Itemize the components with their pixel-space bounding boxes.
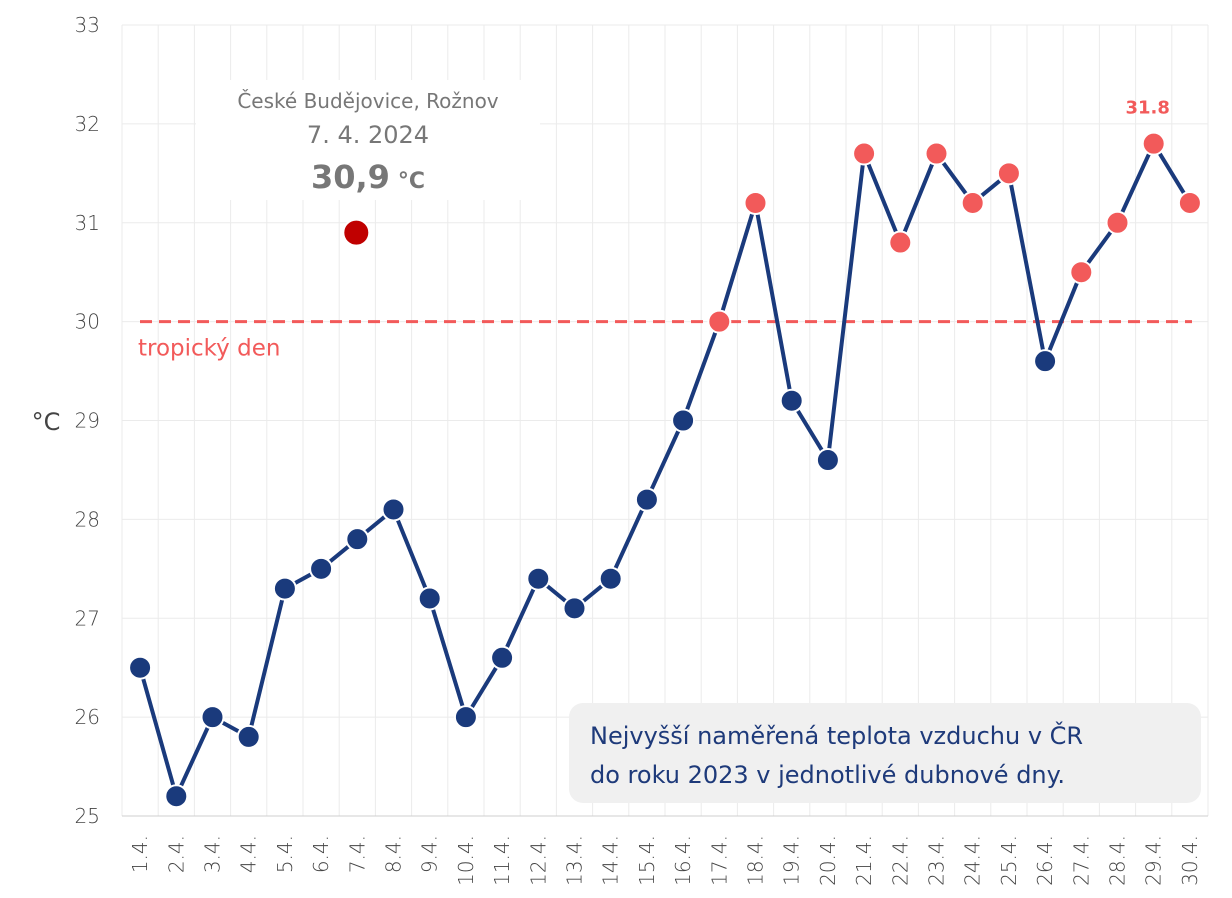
y-tick-label: 25 bbox=[75, 804, 100, 828]
data-point bbox=[888, 230, 913, 255]
highlight-point bbox=[342, 218, 371, 247]
y-tick-label: 30 bbox=[75, 310, 100, 334]
data-point bbox=[453, 705, 478, 730]
x-tick-label: 24.4. bbox=[961, 835, 985, 886]
x-tick-label: 7.4. bbox=[345, 835, 369, 873]
x-tick-label: 9.4. bbox=[418, 835, 442, 873]
tooltip-value: 30,9 °C bbox=[311, 158, 425, 196]
data-point bbox=[526, 566, 551, 591]
x-tick-label: 14.4. bbox=[599, 835, 623, 886]
data-point bbox=[128, 655, 153, 680]
data-point bbox=[417, 586, 442, 611]
y-axis-label: °C bbox=[32, 408, 61, 436]
y-tick-label: 33 bbox=[75, 13, 100, 37]
data-point bbox=[743, 190, 768, 215]
y-tick-label: 31 bbox=[75, 211, 100, 235]
x-tick-label: 19.4. bbox=[780, 835, 804, 886]
x-tick-label: 1.4. bbox=[128, 835, 152, 873]
x-tick-label: 18.4. bbox=[744, 835, 768, 886]
data-point bbox=[1105, 210, 1130, 235]
x-tick-label: 27.4. bbox=[1069, 835, 1093, 886]
data-point bbox=[924, 141, 949, 166]
tooltip-background bbox=[196, 80, 540, 200]
y-tick-label: 29 bbox=[75, 409, 100, 433]
data-point bbox=[671, 408, 696, 433]
tooltip-location: České Budějovice, Rožnov bbox=[237, 89, 498, 113]
data-point bbox=[779, 388, 804, 413]
annotation-line-2: do roku 2023 v jednotlivé dubnové dny. bbox=[590, 761, 1065, 789]
y-tick-label: 26 bbox=[75, 705, 100, 729]
data-point bbox=[960, 190, 985, 215]
data-point bbox=[1141, 131, 1166, 156]
series-points bbox=[128, 131, 1202, 809]
x-tick-label: 8.4. bbox=[382, 835, 406, 873]
data-point bbox=[164, 784, 189, 809]
x-tick-label: 22.4. bbox=[888, 835, 912, 886]
data-point bbox=[562, 596, 587, 621]
data-point bbox=[1033, 349, 1058, 374]
data-point bbox=[634, 487, 659, 512]
x-tick-label: 20.4. bbox=[816, 835, 840, 886]
x-tick-label: 5.4. bbox=[273, 835, 297, 873]
x-tick-label: 17.4. bbox=[707, 835, 731, 886]
data-point bbox=[345, 527, 370, 552]
annotation-background bbox=[569, 703, 1201, 803]
highlight-tooltip: České Budějovice, Rožnov 7. 4. 2024 30,9… bbox=[196, 80, 540, 200]
data-point bbox=[852, 141, 877, 166]
data-point bbox=[490, 645, 515, 670]
x-tick-label: 28.4. bbox=[1106, 835, 1130, 886]
tooltip-value-number: 30,9 bbox=[311, 158, 390, 196]
x-tick-label: 3.4. bbox=[201, 835, 225, 873]
y-tick-label: 27 bbox=[75, 606, 100, 630]
x-tick-label: 2.4. bbox=[164, 835, 188, 873]
max-value-label: 31.8 bbox=[1125, 98, 1169, 119]
x-tick-label: 11.4. bbox=[490, 835, 514, 886]
data-point bbox=[996, 161, 1021, 186]
annotation-box: Nejvyšší naměřená teplota vzduchu v ČR d… bbox=[569, 703, 1201, 803]
data-point bbox=[200, 705, 225, 730]
y-axis: 25 26 27 28 29 30 31 32 33 bbox=[75, 13, 100, 828]
x-tick-label: 29.4. bbox=[1142, 835, 1166, 886]
reference-line-label: tropický den bbox=[138, 336, 280, 362]
x-tick-label: 30.4. bbox=[1178, 835, 1202, 886]
data-point bbox=[309, 556, 334, 581]
data-point bbox=[1177, 190, 1202, 215]
y-tick-label: 32 bbox=[75, 112, 100, 136]
data-point bbox=[272, 576, 297, 601]
x-tick-label: 13.4. bbox=[563, 835, 587, 886]
tropical-day-line: tropický den bbox=[138, 320, 1192, 362]
x-tick-label: 26.4. bbox=[1033, 835, 1057, 886]
x-tick-label: 25.4. bbox=[997, 835, 1021, 886]
x-axis: 1.4. 2.4. 3.4. 4.4. 5.4. 6.4. 7.4. 8.4. 9.4. 10.4… bbox=[128, 835, 1202, 886]
x-tick-label: 12.4. bbox=[526, 835, 550, 886]
x-tick-label: 15.4. bbox=[635, 835, 659, 886]
x-tick-label: 21.4. bbox=[852, 835, 876, 886]
x-tick-label: 4.4. bbox=[237, 835, 261, 873]
annotation-line-1: Nejvyšší naměřená teplota vzduchu v ČR bbox=[590, 720, 1083, 750]
y-tick-label: 28 bbox=[75, 507, 100, 531]
x-tick-label: 6.4. bbox=[309, 835, 333, 873]
data-point bbox=[815, 448, 840, 473]
data-point bbox=[598, 566, 623, 591]
data-point bbox=[236, 724, 261, 749]
x-tick-label: 10.4. bbox=[454, 835, 478, 886]
data-point bbox=[381, 497, 406, 522]
data-point bbox=[1069, 260, 1094, 285]
tooltip-value-unit: °C bbox=[398, 169, 425, 194]
tooltip-date: 7. 4. 2024 bbox=[307, 121, 429, 149]
data-point bbox=[707, 309, 732, 334]
x-tick-label: 16.4. bbox=[671, 835, 695, 886]
x-tick-label: 23.4. bbox=[925, 835, 949, 886]
